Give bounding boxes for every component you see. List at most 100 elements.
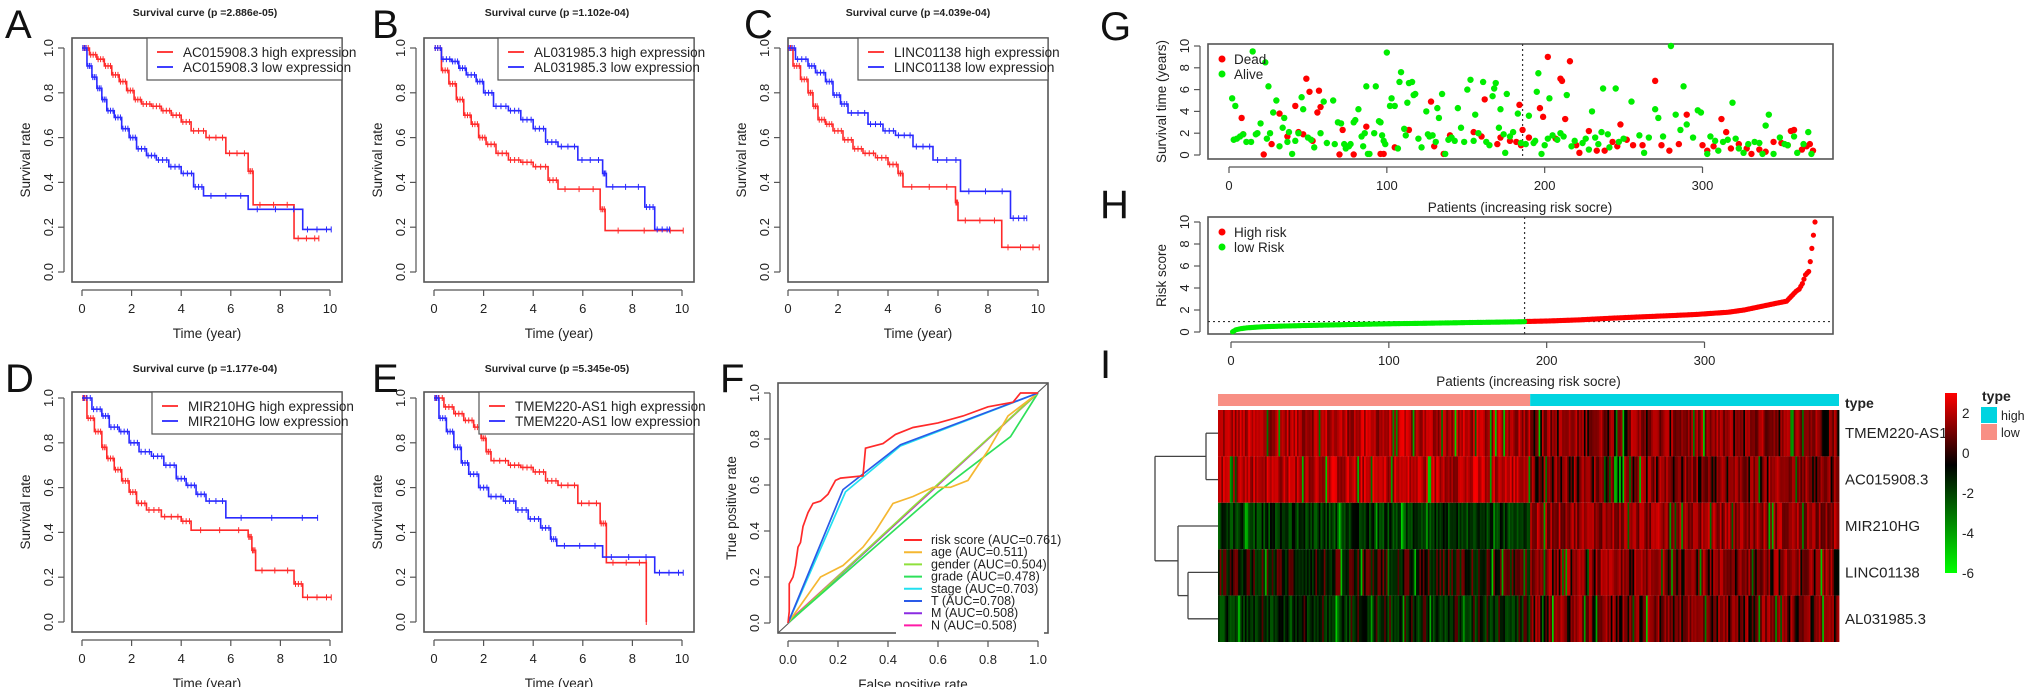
heatmap-cell [1248,502,1251,550]
heatmap-cell [1238,502,1241,550]
heatmap-cell [1733,410,1736,457]
heatmap-cell [1332,410,1335,457]
patient-point [1571,137,1578,145]
heatmap-cell [1823,456,1826,503]
patient-point [1284,138,1291,146]
heatmap-cell [1578,456,1581,503]
heatmap-cell [1256,502,1259,550]
x-tick-label: 0.8 [979,652,997,667]
heatmap-cell [1375,549,1378,596]
heatmap-cell [1817,502,1820,550]
heatmap-cell [1219,595,1222,642]
y-axis-label: Risk score [1154,244,1169,307]
heatmap-cell [1557,410,1560,457]
heatmap-cell [1427,410,1430,457]
heatmap-cell [1452,549,1456,596]
panel-d: Survival curve (p =1.177e-04)0.00.20.40.… [18,363,354,687]
heatmap-cell [1466,595,1469,642]
heatmap-cell [1458,410,1461,457]
y-tick-label: 0.0 [393,613,408,631]
x-tick-label: 2 [480,301,487,316]
patient-point [1371,130,1378,137]
heatmap-cell [1540,456,1543,503]
heatmap-cell [1315,595,1318,642]
heatmap-cell [1364,502,1367,550]
heatmap-cell [1808,595,1811,642]
heatmap-cell [1298,456,1301,503]
heatmap-cell [1365,595,1368,642]
heatmap-title: Patients (increasing risk socre) [1436,374,1621,389]
x-tick-label: 4 [178,301,185,316]
gene-label: MIR210HG [1845,518,1920,535]
heatmap-cell [1837,456,1840,503]
patient-point [1568,143,1575,150]
heatmap-cell [1290,502,1293,550]
heatmap-cell [1622,456,1625,503]
heatmap-cell [1491,549,1494,596]
legend-marker [1218,70,1226,78]
heatmap-cell [1588,410,1591,457]
heatmap-cell [1411,595,1414,642]
heatmap-cell [1384,456,1387,503]
heatmap-cell [1755,502,1758,550]
patient-point [1396,78,1403,86]
heatmap-cell [1607,595,1610,642]
heatmap-cell [1362,595,1365,642]
heatmap-cell [1283,595,1286,642]
heatmap-cell [1426,502,1429,550]
heatmap-cell [1337,502,1340,550]
heatmap-cell [1431,410,1434,457]
heatmap-cell [1405,549,1409,596]
heatmap-cell [1357,502,1360,550]
heatmap-cell [1620,456,1623,503]
patient-point [1497,106,1504,113]
heatmap-cell [1263,456,1266,503]
heatmap-cell [1276,456,1279,503]
heatmap-cell [1293,595,1296,642]
heatmap-cell [1731,456,1734,503]
heatmap-cell [1402,456,1405,503]
heatmap-cell [1523,549,1526,596]
heatmap-cell [1778,410,1781,457]
heatmap-cell [1662,502,1665,550]
heatmap-cell [1411,410,1414,457]
heatmap-cell [1698,410,1701,457]
heatmap-cell [1651,502,1654,550]
heatmap-cell [1664,502,1667,550]
heatmap-cell [1560,549,1563,596]
legend-box [151,391,343,435]
heatmap-cell [1360,502,1363,550]
heatmap-cell [1602,595,1605,642]
heatmap-cell [1820,595,1823,642]
heatmap-cell [1295,410,1298,457]
colorbar-tick-label: -4 [1962,526,1974,541]
heatmap-cell [1783,549,1786,596]
heatmap-cell [1258,595,1261,642]
heatmap-cell [1812,456,1815,503]
heatmap-cell [1755,456,1758,503]
heatmap-cell [1582,595,1585,642]
heatmap-cell [1739,410,1743,457]
heatmap-cell [1530,595,1533,642]
heatmap-cell [1306,502,1310,550]
heatmap-cell [1644,549,1647,596]
type-legend-label: low [2001,426,2021,440]
heatmap-cell [1538,410,1541,457]
heatmap-cell [1756,410,1759,457]
heatmap-cell [1820,502,1823,550]
heatmap-cell [1296,456,1299,503]
heatmap-cell [1597,410,1600,457]
legend-label: AL031985.3 low expression [534,60,700,75]
heatmap-cell [1412,549,1415,596]
heatmap-cell [1473,456,1476,503]
heatmap-cell [1825,595,1828,642]
patient-point [1675,140,1683,148]
heatmap-cell [1327,549,1330,596]
heatmap-cell [1515,410,1518,457]
x-tick-label: 0.0 [779,652,797,667]
chart-title: Patients (increasing risk socre) [1428,200,1613,215]
heatmap-cell [1486,456,1489,503]
patient-point [1588,108,1596,115]
heatmap-cell [1723,549,1726,596]
heatmap-cell [1692,595,1696,642]
